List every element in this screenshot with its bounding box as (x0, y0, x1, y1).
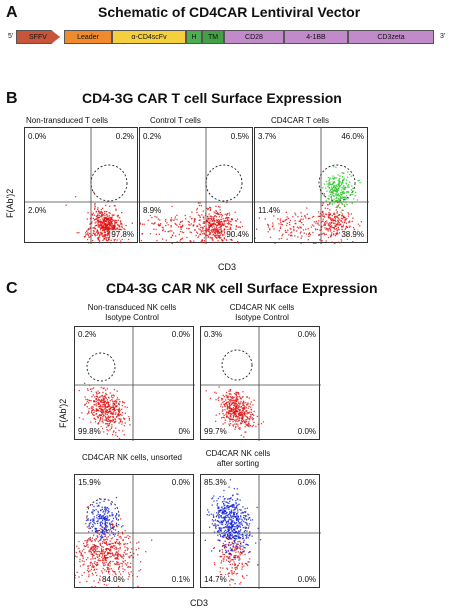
pct-upper-left: 0.3% (203, 330, 224, 339)
panel-b-y-axis-label: F(Ab')2 (5, 188, 15, 218)
pct-upper-left: 3.7% (257, 132, 278, 141)
panel-b-letter: B (6, 90, 18, 107)
pct-upper-right: 0.2% (114, 132, 135, 141)
b-plot-3-label: CD4CAR T cells (271, 116, 329, 125)
pct-lower-right: 0% (177, 427, 191, 436)
pct-lower-right: 0.0% (296, 427, 317, 436)
pct-lower-left: 84.0% (101, 575, 126, 584)
b-plot-2-label: Control T cells (150, 116, 201, 125)
panel-a-letter: A (6, 4, 18, 21)
three-prime-label: 3' (440, 33, 446, 40)
c-plot-3-label-line1: CD4CAR NK cells, unsorted (81, 453, 183, 462)
segment-41bb: 4-1BB (284, 30, 348, 44)
pct-upper-left: 15.9% (77, 478, 102, 487)
facs-scatter (201, 327, 321, 441)
segment-sffv: SFFV (16, 30, 60, 44)
pct-lower-right: 90.4% (225, 230, 250, 239)
c-plot-1-label-line2: Isotype Control (105, 313, 159, 322)
c-plot-4-label: CD4CAR NK cells after sorting (198, 449, 278, 469)
segment-leader: Leader (64, 30, 112, 44)
facs-scatter (201, 475, 321, 589)
panel-b-title: CD4-3G CAR T cell Surface Expression (82, 90, 342, 106)
pct-upper-right: 0.0% (170, 478, 191, 487)
facs-plot-nk-nontransduced-isotype: 0.2% 0.0% 99.8% 0% (74, 326, 195, 441)
panel-a-title: Schematic of CD4CAR Lentiviral Vector (98, 4, 361, 20)
facs-plot-non-transduced-t: 0.0% 0.2% 2.0% 97.8% (24, 127, 139, 244)
c-plot-2-label-line1: CD4CAR NK cells (229, 303, 295, 312)
pct-lower-left: 2.0% (27, 206, 48, 215)
facs-scatter (255, 128, 369, 244)
segment-cd28: CD28 (224, 30, 284, 44)
pct-upper-left: 85.3% (203, 478, 228, 487)
c-plot-1-label: Non-transduced NK cells Isotype Control (70, 303, 194, 323)
segment-scfv: α-CD4scFv (112, 30, 186, 44)
b-plot-1-label: Non-transduced T cells (26, 116, 108, 125)
c-plot-4-label-line2: after sorting (216, 459, 260, 468)
segment-cd3zeta: CD3zeta (348, 30, 434, 44)
facs-scatter (75, 475, 195, 589)
pct-lower-right: 0.1% (170, 575, 191, 584)
pct-lower-right: 97.8% (110, 230, 135, 239)
pct-lower-left: 11.4% (257, 206, 282, 215)
c-plot-2-label-line2: Isotype Control (235, 313, 289, 322)
facs-plot-nk-cd4car-sorted: 85.3% 0.0% 14.7% 0.0% (200, 474, 321, 589)
c-plot-2-label: CD4CAR NK cells Isotype Control (200, 303, 324, 323)
pct-lower-left: 99.7% (203, 427, 228, 436)
panel-c-x-axis-label: CD3 (190, 598, 209, 608)
pct-lower-right: 38.9% (340, 230, 365, 239)
panel-c-y-axis-label: F(Ab')2 (58, 398, 68, 428)
pct-upper-right: 0.5% (229, 132, 250, 141)
c-plot-1-label-line1: Non-transduced NK cells (87, 303, 177, 312)
pct-upper-right: 0.0% (170, 330, 191, 339)
five-prime-label: 5' (8, 33, 14, 40)
facs-scatter (140, 128, 254, 244)
pct-upper-left: 0.2% (77, 330, 98, 339)
facs-plot-nk-cd4car-unsorted: 15.9% 0.0% 84.0% 0.1% (74, 474, 195, 589)
pct-upper-left: 0.2% (142, 132, 163, 141)
pct-upper-right: 0.0% (296, 330, 317, 339)
pct-upper-right: 46.0% (340, 132, 365, 141)
facs-scatter (25, 128, 139, 244)
facs-scatter (75, 327, 195, 441)
panel-c-letter: C (6, 280, 18, 297)
pct-upper-right: 0.0% (296, 478, 317, 487)
pct-lower-left: 8.9% (142, 206, 163, 215)
panel-c-title: CD4-3G CAR NK cell Surface Expression (106, 280, 378, 296)
facs-plot-nk-cd4car-isotype: 0.3% 0.0% 99.7% 0.0% (200, 326, 321, 441)
facs-plot-control-t: 0.2% 0.5% 8.9% 90.4% (139, 127, 254, 244)
c-plot-4-label-line1: CD4CAR NK cells (205, 449, 271, 458)
pct-lower-left: 99.8% (77, 427, 102, 436)
pct-lower-right: 0.0% (296, 575, 317, 584)
segment-hinge: H (186, 30, 202, 44)
pct-lower-left: 14.7% (203, 575, 228, 584)
pct-upper-left: 0.0% (27, 132, 48, 141)
panel-b-x-axis-label: CD3 (218, 262, 237, 272)
facs-plot-cd4car-t: 3.7% 46.0% 11.4% 38.9% (254, 127, 369, 244)
segment-tm: TM (202, 30, 224, 44)
c-plot-3-label: CD4CAR NK cells, unsorted (66, 453, 198, 463)
